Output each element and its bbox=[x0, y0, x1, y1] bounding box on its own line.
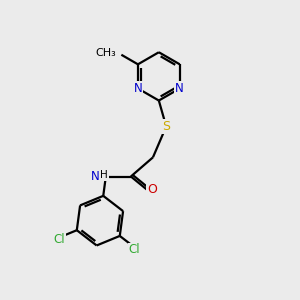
Text: O: O bbox=[147, 183, 157, 196]
Text: H: H bbox=[100, 170, 108, 180]
Text: Cl: Cl bbox=[129, 244, 140, 256]
Text: N: N bbox=[134, 82, 142, 95]
Text: N: N bbox=[176, 82, 184, 95]
Text: Cl: Cl bbox=[53, 233, 65, 246]
Text: N: N bbox=[91, 170, 99, 183]
Text: S: S bbox=[162, 120, 170, 133]
Text: CH₃: CH₃ bbox=[95, 48, 116, 58]
